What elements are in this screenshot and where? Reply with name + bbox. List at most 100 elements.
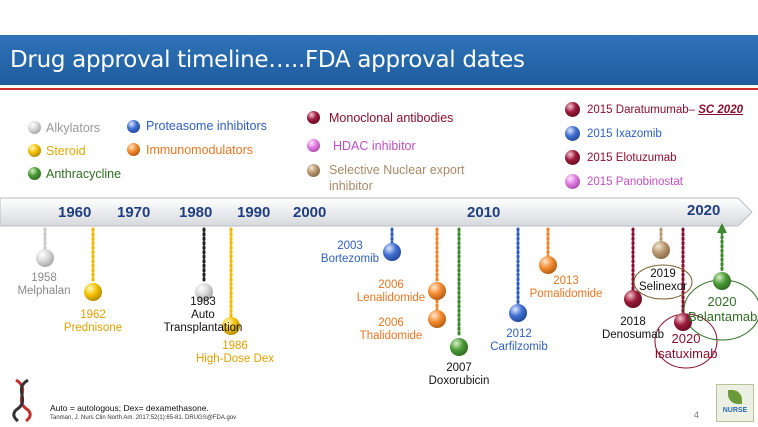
melphalan-year: 1958 xyxy=(31,272,57,284)
legend-anthracycline: Anthracycline xyxy=(46,167,122,181)
denosumab-ball xyxy=(624,290,642,308)
bortezomib-name: Bortezomib xyxy=(320,253,380,266)
isatuximab-name: Isatuximab xyxy=(654,345,718,361)
lenalidomide-label: 2006 Lenalidomide xyxy=(354,279,428,305)
elotuzumab-icon xyxy=(565,150,580,165)
dex-name: High-Dose Dex xyxy=(196,353,274,366)
daratumumab-sc-2020: SC 2020 xyxy=(698,104,743,116)
monoclonal-legend-icon xyxy=(307,111,320,124)
proteasome-legend-icon xyxy=(127,120,140,133)
timeline-arrow xyxy=(0,197,753,227)
hdac-legend-icon xyxy=(307,139,320,152)
auto-transplant-ball xyxy=(195,283,213,301)
year-2010: 2010 xyxy=(467,204,501,221)
dex-label: 1986 High-Dose Dex xyxy=(190,340,280,366)
doxorubicin-ball xyxy=(450,338,468,356)
legend-immunomodulators: Immunomodulators xyxy=(146,143,253,157)
carfilzomib-year: 2012 xyxy=(506,328,532,340)
denosumab-label: 2018 Denosumab xyxy=(600,316,666,342)
footnote: Auto = autologous; Dex= dexamethasone. xyxy=(50,403,209,413)
daratumumab-icon xyxy=(565,102,580,117)
auto-year: 1983 xyxy=(190,296,216,308)
elotuzumab-label: 2015 Elotuzumab xyxy=(587,152,677,164)
pomalidomide-name: Pomalidomide xyxy=(529,288,603,301)
legend-sne-line2: inhibitor xyxy=(329,179,373,193)
pomalidomide-label: 2013 Pomalidomide xyxy=(526,275,606,301)
denosumab-name: Denosumab xyxy=(601,329,664,342)
bortezomib-label: 2003 Bortezomib xyxy=(318,240,382,266)
denosumab-year: 2018 xyxy=(620,316,646,328)
thalidomide-ball xyxy=(428,310,446,328)
carfilzomib-ball xyxy=(509,304,527,322)
auto-line2: Transplantation xyxy=(163,322,243,335)
bortezomib-year: 2003 xyxy=(337,240,363,252)
belantamab-arrowhead xyxy=(717,223,727,233)
page-number: 4 xyxy=(694,410,700,420)
leaf-icon xyxy=(728,390,742,404)
legend-steroid: Steroid xyxy=(46,144,86,158)
selinexor-ball xyxy=(652,241,670,259)
selinexor-year: 2019 xyxy=(650,268,676,280)
anthracycline-legend-icon xyxy=(28,167,41,180)
lenalidomide-year: 2006 xyxy=(378,279,404,291)
prednisone-ball xyxy=(84,283,102,301)
legend-alkylators: Alkylators xyxy=(46,121,101,135)
isatuximab-ball xyxy=(674,313,692,331)
nurse-logo-text: NURSE xyxy=(722,407,748,414)
thalidomide-label: 2006 Thalidomide xyxy=(356,317,426,343)
title-banner xyxy=(0,35,758,85)
panobinostat-icon xyxy=(565,174,580,189)
dex-year: 1986 xyxy=(222,340,248,352)
lenalidomide-ball xyxy=(428,282,446,300)
auto-transplant-label: 1983 Auto Transplantation xyxy=(160,296,246,336)
legend-monoclonal: Monoclonal antibodies xyxy=(329,111,454,125)
year-1980: 1980 xyxy=(179,204,213,221)
year-1990: 1990 xyxy=(237,204,271,221)
prednisone-year: 1962 xyxy=(80,309,106,321)
lenalidomide-name: Lenalidomide xyxy=(356,292,426,305)
doxorubicin-year: 2007 xyxy=(446,362,472,374)
ixazomib-label: 2015 Ixazomib xyxy=(587,128,662,140)
steroid-legend-icon xyxy=(28,144,41,157)
belantamab-ball xyxy=(713,272,731,290)
daratumumab-label: 2015 Daratumumab– SC 2020 xyxy=(587,104,743,117)
legend-hdac: HDAC inhibitor xyxy=(333,139,416,153)
panobinostat-label: 2015 Panobinostat xyxy=(587,176,683,188)
belantamab-year: 2020 xyxy=(707,294,737,309)
doxorubicin-name: Doxorubicin xyxy=(428,375,490,388)
sne-legend-icon xyxy=(307,164,320,177)
selinexor-highlight-oval xyxy=(633,264,693,300)
citation: Tanman, J. Nurs Clin North Am. 2017;52(1… xyxy=(50,415,237,421)
pomalidomide-ball xyxy=(539,256,557,274)
dex-ball xyxy=(222,317,240,335)
doxorubicin-label: 2007 Doxorubicin xyxy=(424,362,494,388)
alkylator-legend-icon xyxy=(28,121,41,134)
carfilzomib-name: Carfilzomib xyxy=(490,341,548,354)
belantamab-label: 2020 Belantamab xyxy=(688,294,758,325)
auto-line1: Auto xyxy=(191,309,215,322)
year-1970: 1970 xyxy=(117,204,151,221)
ixazomib-icon xyxy=(565,126,580,141)
belantamab-name: Belantamab xyxy=(688,308,758,324)
bortezomib-ball xyxy=(383,243,401,261)
prednisone-name: Prednisone xyxy=(63,322,123,335)
isatuximab-year: 2020 xyxy=(671,331,701,346)
thalidomide-year: 2006 xyxy=(378,317,404,329)
prednisone-label: 1962 Prednisone xyxy=(58,309,128,335)
title-divider xyxy=(0,88,758,90)
legend-proteasome: Proteasome inhibitors xyxy=(146,119,267,133)
year-1960: 1960 xyxy=(58,204,92,221)
selinexor-label: 2019 Selinexor xyxy=(636,268,690,294)
daratumumab-text: 2015 Daratumumab– xyxy=(587,104,699,116)
melphalan-label: 1958 Melphalan xyxy=(16,272,72,298)
isatuximab-label: 2020 Isatuximab xyxy=(654,331,718,362)
melphalan-name: Melphalan xyxy=(17,285,71,298)
immunomodulator-legend-icon xyxy=(127,143,140,156)
pomalidomide-year: 2013 xyxy=(553,275,579,287)
year-2020: 2020 xyxy=(687,202,721,219)
carfilzomib-label: 2012 Carfilzomib xyxy=(484,328,554,354)
dna-logo-icon xyxy=(12,378,32,422)
legend-sne-line1: Selective Nuclear export xyxy=(329,163,465,177)
year-2000: 2000 xyxy=(293,204,327,221)
